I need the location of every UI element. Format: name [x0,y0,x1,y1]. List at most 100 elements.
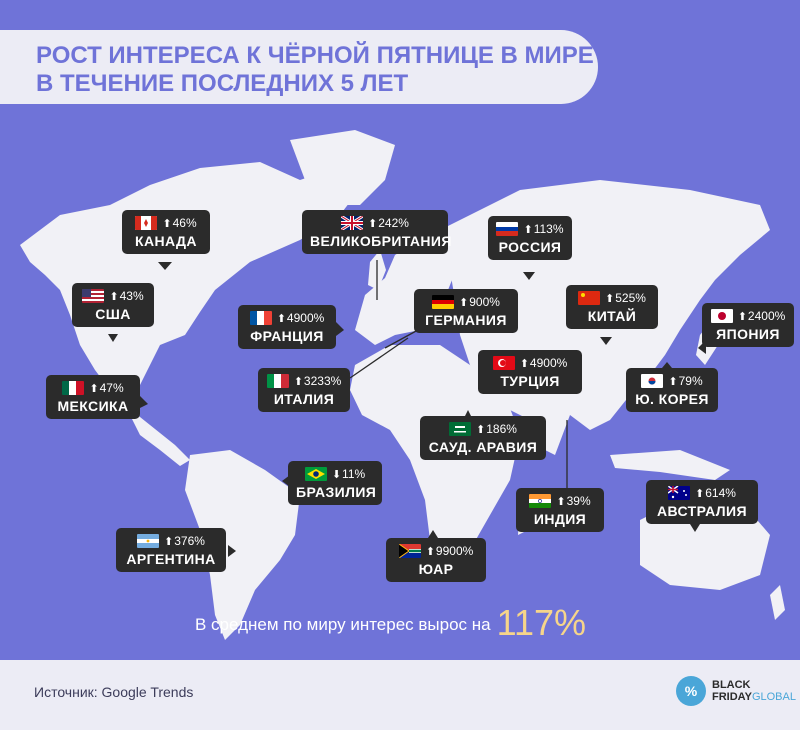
callout-uk: ⬆242% ВЕЛИКОБРИТАНИЯ [302,210,452,254]
usa-name: США [95,306,131,322]
japan-value: 2400% [747,309,786,323]
up-arrow-icon: ⬆ [519,358,529,370]
europe-landmass [355,225,470,345]
world-map-area: РОСТ ИНТЕРЕСА К ЧЁРНОЙ ПЯТНИЦЕ В МИРЕ В … [0,30,794,643]
mexico-value: 47% [99,381,124,395]
canada-flag-icon [135,216,158,230]
logo-wordmark: BLACK FRIDAYGLOBAL [712,679,796,703]
up-arrow-icon: ⬆ [293,376,303,388]
south-africa-name: ЮАР [418,561,454,577]
callout-brazil: ⬇11% БРАЗИЛИЯ [288,461,382,505]
france-name: ФРАНЦИЯ [250,328,324,344]
title-banner: РОСТ ИНТЕРЕСА К ЧЁРНОЙ ПЯТНИЦЕ В МИРЕ В … [0,30,598,104]
china-value: 525% [615,291,646,305]
russia-value: 113% [533,222,564,236]
turkey-name: ТУРЦИЯ [500,373,560,389]
australia-flag-icon [668,486,691,500]
france-flag-icon [249,311,272,325]
up-arrow-icon: ⬆ [164,536,174,548]
logo-line-1: BLACK [712,679,751,691]
uk-value: 242% [378,216,409,230]
australia-name: АВСТРАЛИЯ [657,503,747,519]
title-line-2: В ТЕЧЕНИЕ ПОСЛЕДНИХ 5 ЛЕТ [36,70,409,97]
up-arrow-icon: ⬆ [605,293,615,305]
germany-value: 900% [469,295,500,309]
uk-name: ВЕЛИКОБРИТАНИЯ [310,233,452,249]
korea-name: Ю. КОРЕЯ [635,391,709,407]
saudi-name: САУД. АРАВИЯ [428,439,538,455]
pointer-france [336,322,344,336]
callout-australia: ⬆614% АВСТРАЛИЯ [646,480,758,524]
pointer-argentina [228,545,236,557]
up-arrow-icon: ⬆ [737,311,747,323]
black-friday-global-logo: % BLACK FRIDAYGLOBAL [676,676,796,706]
italy-value: 3233% [303,374,342,388]
up-arrow-icon: ⬆ [695,488,705,500]
argentina-flag-icon [137,534,160,548]
percent-icon: % [676,676,706,706]
up-arrow-icon: ⬆ [162,218,172,230]
france-value: 4900% [286,311,325,325]
saudi-value: 186% [486,422,517,436]
russia-flag-icon [496,222,519,236]
callout-usa: ⬆43% США [72,283,154,327]
argentina-value: 376% [174,534,205,548]
callout-saudi: ⬆186% САУД. АРАВИЯ [420,416,546,460]
china-name: КИТАЙ [587,308,637,324]
callout-italy: ⬆3233% ИТАЛИЯ [258,368,350,412]
up-arrow-icon: ⬆ [89,383,99,395]
callout-india: ⬆39% ИНДИЯ [516,488,604,532]
callout-argentina: ⬆376% АРГЕНТИНА [116,528,226,572]
callout-germany: ⬆900% ГЕРМАНИЯ [414,289,518,333]
title-line-1: РОСТ ИНТЕРЕСА К ЧЁРНОЙ ПЯТНИЦЕ В МИРЕ [36,42,594,69]
callout-france: ⬆4900% ФРАНЦИЯ [238,305,336,349]
mexico-name: МЕКСИКА [57,398,129,414]
indonesia-landmass [610,450,730,480]
korea-value: 79% [678,374,703,388]
australia-value: 614% [705,486,736,500]
callout-russia: ⬆113% РОССИЯ [488,216,572,260]
up-arrow-icon: ⬆ [368,218,378,230]
pointer-sa [428,530,438,538]
turkey-flag-icon [492,356,515,370]
up-arrow-icon: ⬆ [523,224,533,236]
germany-flag-icon [432,295,455,309]
up-arrow-icon: ⬆ [109,291,119,303]
source-text: Источник: Google Trends [34,684,194,700]
italy-name: ИТАЛИЯ [273,391,335,407]
page-title: РОСТ ИНТЕРЕСА К ЧЁРНОЙ ПЯТНИЦЕ В МИРЕ В … [36,42,594,98]
pointer-australia [690,524,700,532]
callout-mexico: ⬆47% МЕКСИКА [46,375,140,419]
up-arrow-icon: ⬆ [556,496,566,508]
germany-name: ГЕРМАНИЯ [425,312,507,328]
pointer-usa [108,334,118,342]
callout-canada: ⬆46% КАНАДА [122,210,210,254]
up-arrow-icon: ⬆ [476,424,486,436]
mexico-flag-icon [62,381,85,395]
japan-name: ЯПОНИЯ [716,326,780,342]
pointer-korea [662,362,672,368]
footer: Источник: Google Trends % BLACK FRIDAYGL… [0,660,800,730]
south-africa-value: 9900% [435,544,474,558]
canada-name: КАНАДА [135,233,197,249]
pointer-china [600,337,612,345]
usa-value: 43% [119,289,144,303]
pointer-mexico [140,396,148,408]
callout-turkey: ⬆4900% ТУРЦИЯ [478,350,582,394]
russia-name: РОССИЯ [498,239,562,255]
pointer-line-italy [349,337,409,379]
turkey-value: 4900% [529,356,568,370]
usa-flag-icon [82,289,105,303]
summary-value: 117% [496,602,587,643]
pointer-line-germany [384,329,419,349]
logo-line-2a: FRIDAY [712,691,752,703]
india-value: 39% [566,494,591,508]
canada-value: 46% [172,216,197,230]
brazil-value: 11% [342,467,366,481]
brazil-name: БРАЗИЛИЯ [296,484,377,500]
japan-flag-icon [710,309,733,323]
uk-flag-icon [341,216,364,230]
india-name: ИНДИЯ [533,511,587,527]
up-arrow-icon: ⬆ [459,297,469,309]
